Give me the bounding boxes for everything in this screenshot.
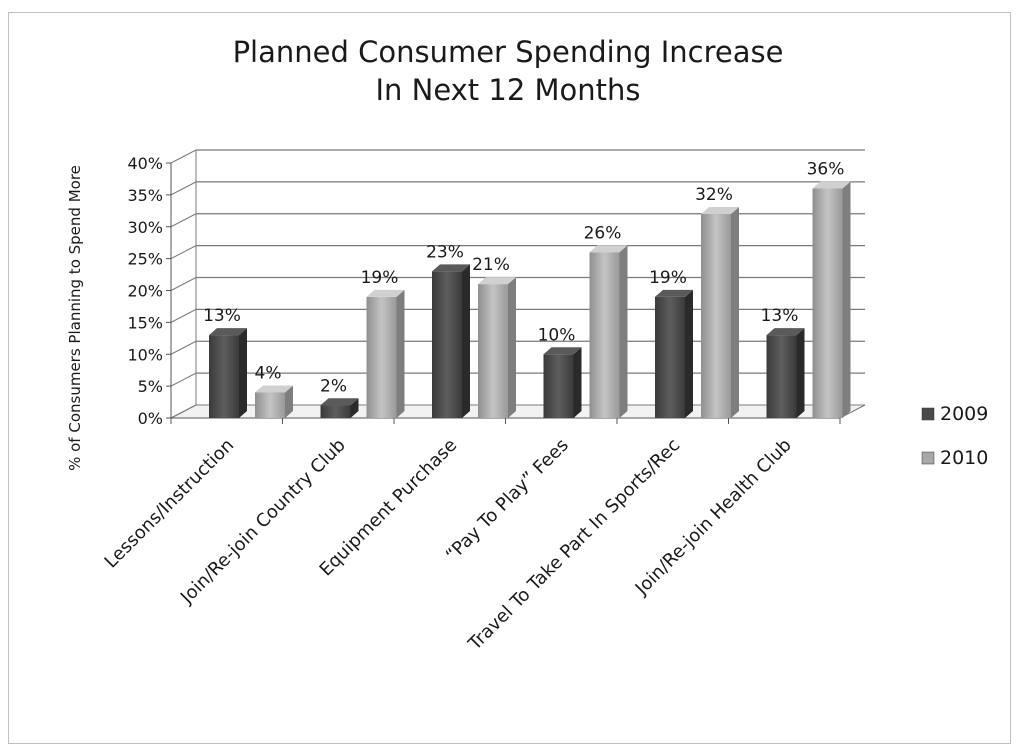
bar-top [812,181,851,189]
bar-side [462,264,470,418]
legend-swatch [921,451,935,465]
side-grid-line [170,245,197,260]
bar-front [543,354,574,418]
data-label: 10% [538,325,576,345]
bar-front [432,271,462,418]
bar-side [396,289,405,418]
bar-front [320,405,351,418]
bar-side [239,328,247,418]
bar-top [589,245,628,253]
chart-title-line-1: Planned Consumer Spending Increase [233,35,784,69]
data-label: 21% [472,255,510,275]
data-label: 23% [426,242,464,262]
data-label: 19% [361,268,399,288]
bar-front [255,392,285,418]
side-grid-line [170,277,197,291]
legend-swatch [921,407,935,421]
bar-side [619,245,628,418]
bar-2009 [655,289,693,418]
bar-front [589,252,620,418]
legend-item-2009: 2009 [921,403,988,425]
bar-top [766,328,805,336]
data-label: 13% [203,306,241,326]
bar-top [366,289,405,297]
bar-top [478,277,516,285]
data-label: 19% [649,268,687,288]
bar-front [478,284,508,418]
bar-2010 [589,245,628,418]
bar-side [842,181,851,418]
bar-front [655,296,685,418]
legend-label: 2010 [940,447,988,469]
data-labels: 13% 4% 2% 19% 23% 21% 10% 26% 19% 32% 13% 36% [203,160,844,397]
y-tick-label: 35% [127,186,163,205]
bar-2010 [812,181,851,418]
side-grid-line [170,404,197,419]
y-tick-label: 20% [127,282,163,301]
bar-top [655,289,693,297]
y-tick-label: 0% [138,409,163,428]
bar-2010 [478,277,516,418]
side-grid-line [170,149,197,164]
bar-front [209,335,239,418]
bar-2009 [209,328,247,418]
bar-side [285,385,293,418]
side-grid-line [170,213,197,228]
side-grid-line [170,181,197,196]
bar-2010 [366,289,405,418]
y-tick-label: 30% [127,218,163,237]
legend-label: 2009 [940,403,988,425]
bar-top [209,328,247,336]
bar-2009 [543,347,582,418]
y-axis-label: % of Consumers Planning to Spend More [66,165,84,471]
bar-2009 [432,264,470,418]
bar-top [320,398,359,406]
bar-side [796,328,805,418]
bars [209,181,851,418]
side-grid-line [170,340,197,355]
y-tick-label: 10% [127,345,163,364]
bar-side [350,398,359,418]
category-label: Travel To Take Part In Sports/Rec [464,435,684,655]
y-tick-label: 25% [127,250,163,269]
bar-side [573,347,582,418]
bar-2009 [766,328,805,418]
legend-item-2010: 2010 [921,447,988,469]
bar-top [701,207,739,214]
bar-side [685,289,693,418]
category-label: “Pay To Play” Fees [442,435,573,566]
bar-top [543,347,582,355]
y-tick-label: 5% [138,377,163,396]
side-grid-line [170,308,197,323]
bar-side [508,277,516,418]
bar-front [766,335,797,418]
bar-side [731,207,739,418]
y-tick-label: 40% [127,154,163,173]
chart-title-line-2: In Next 12 Months [375,73,640,107]
data-label: 26% [584,223,622,243]
data-label: 13% [761,306,799,326]
data-label: 32% [695,185,733,205]
bar-front [812,188,843,418]
legend: 2009 2010 [921,403,988,469]
bar-top [255,385,293,393]
chart-title: Planned Consumer Spending Increase In Ne… [233,35,784,107]
side-grid-line [170,372,197,387]
bar-front [701,214,731,418]
bar-front [366,296,397,418]
data-label: 4% [255,364,282,384]
bar-top [432,264,470,272]
bar-2009 [320,398,359,418]
bar-2010 [255,385,293,418]
y-tick-label: 15% [127,313,163,332]
data-label: 2% [320,376,347,396]
bar-2010 [701,207,739,418]
data-label: 36% [807,160,845,180]
